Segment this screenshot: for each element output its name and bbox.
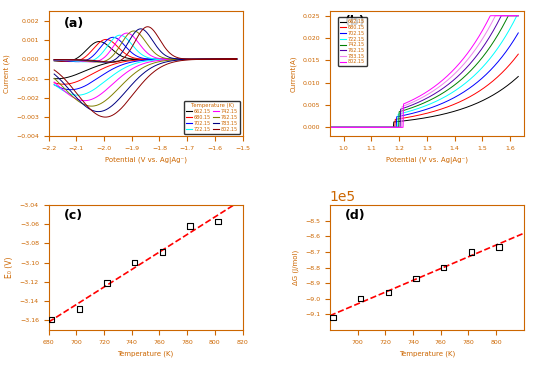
Y-axis label: Current(A): Current(A) — [291, 56, 297, 92]
Point — [384, 290, 393, 296]
Legend: 662.15, 680.15, 702.15, 722.15, 742.15, 762.15, 783.15, 802.15: 662.15, 680.15, 702.15, 722.15, 742.15, … — [338, 17, 367, 66]
Text: (a): (a) — [64, 18, 84, 30]
X-axis label: Temperature (K): Temperature (K) — [399, 350, 455, 357]
Text: (d): (d) — [346, 209, 366, 222]
Y-axis label: E₀ (V): E₀ (V) — [5, 257, 14, 278]
Y-axis label: Current (A): Current (A) — [4, 54, 10, 93]
Point — [186, 223, 194, 229]
Point — [495, 244, 503, 250]
Legend: 662.15, 680.15, 702.15, 722.15, 742.15, 762.15, 783.15, 802.15: 662.15, 680.15, 702.15, 722.15, 742.15, … — [184, 101, 240, 134]
Point — [328, 315, 337, 321]
Text: (b): (b) — [346, 15, 366, 28]
Point — [103, 280, 111, 286]
Point — [411, 275, 420, 281]
Point — [75, 306, 84, 312]
Y-axis label: ΔG (J/mol): ΔG (J/mol) — [293, 250, 300, 285]
X-axis label: Temperature (K): Temperature (K) — [118, 350, 174, 357]
X-axis label: Potential (V vs. Ag|Ag⁻): Potential (V vs. Ag|Ag⁻) — [105, 156, 187, 164]
Text: (c): (c) — [64, 209, 83, 222]
Point — [356, 296, 365, 302]
Point — [48, 316, 56, 322]
Point — [130, 260, 139, 266]
Point — [467, 249, 476, 255]
X-axis label: Potential (V vs. Ag|Ag⁻): Potential (V vs. Ag|Ag⁻) — [386, 156, 468, 164]
Point — [158, 249, 167, 255]
Point — [440, 264, 448, 270]
Point — [213, 218, 222, 224]
